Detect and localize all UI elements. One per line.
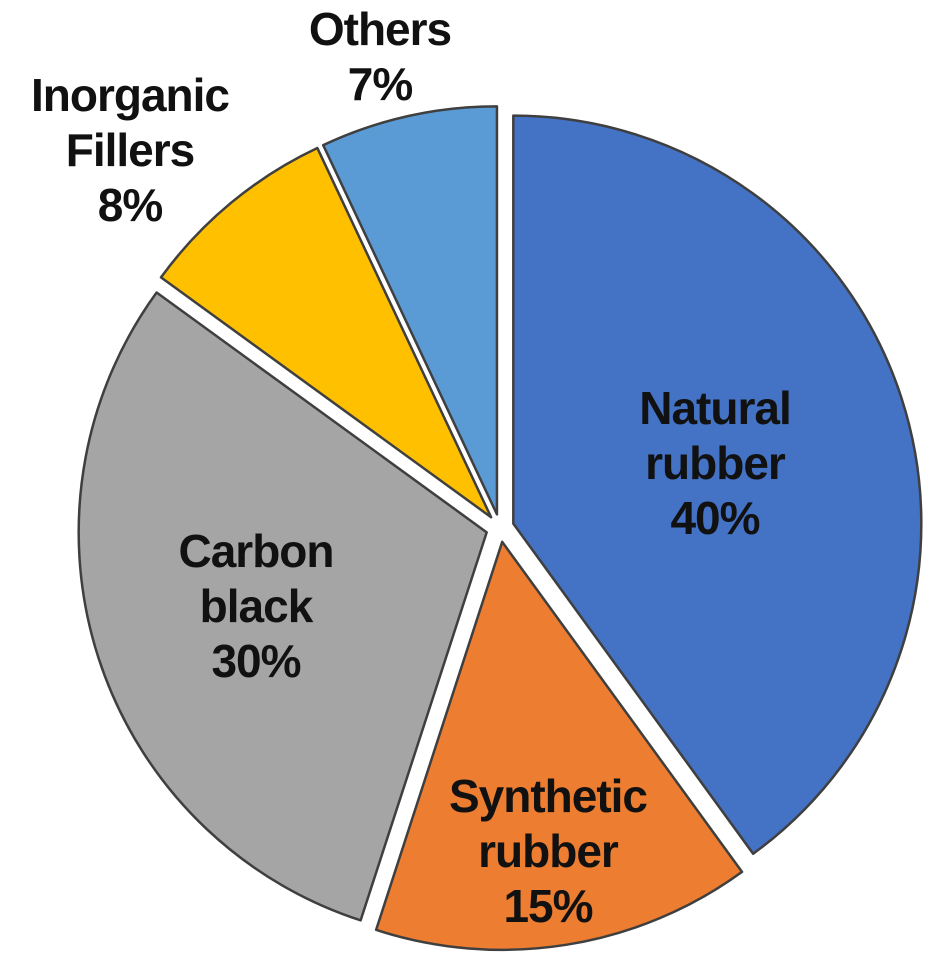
pie-slice-others: [321, 105, 499, 516]
pie-slice-inorganic-fillers: [159, 146, 493, 519]
slice-label-natural-rubber: Natural rubber 40%: [639, 382, 790, 544]
pie-slice-natural-rubber: [512, 114, 923, 855]
slice-label-carbon-black: Carbon black 30%: [179, 525, 334, 687]
slice-label-synthetic-rubber: Synthetic rubber 15%: [449, 770, 647, 932]
slice-label-others: Others 7%: [309, 3, 451, 110]
pie-slice-carbon-black: [77, 291, 488, 922]
slice-label-inorganic-fillers: Inorganic Fillers 8%: [31, 69, 229, 231]
pie-slice-synthetic-rubber: [374, 540, 744, 952]
